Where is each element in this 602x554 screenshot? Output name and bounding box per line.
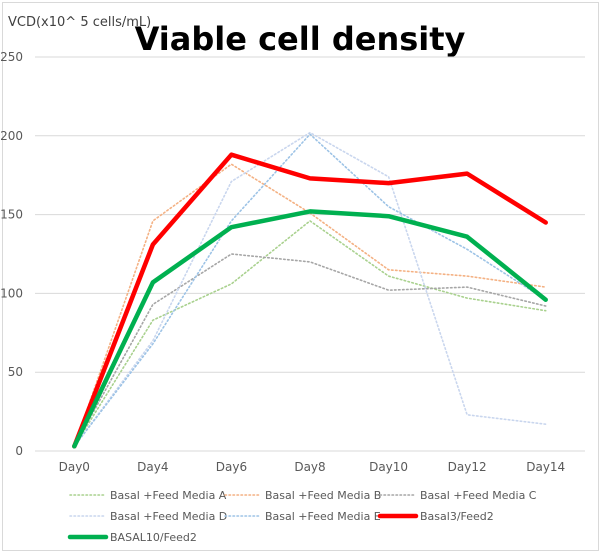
- series-line-7: [72, 209, 548, 449]
- legend-label: Basal +Feed Media A: [110, 489, 227, 502]
- x-tick-label: Day0: [59, 460, 90, 474]
- x-tick-label: Day6: [216, 460, 247, 474]
- series-line-5: [73, 133, 547, 448]
- series-line-4: [73, 131, 547, 448]
- legend-label: Basal +Feed Media E: [265, 510, 381, 523]
- legend: Basal +Feed Media A Basal +Feed Media B Ba…: [67, 489, 537, 544]
- x-tick-label: Day8: [294, 460, 325, 474]
- y-tick-label: 0: [15, 444, 23, 458]
- y-tick-label: 200: [0, 129, 23, 143]
- gridlines: [35, 56, 585, 452]
- series-lines: [72, 131, 548, 449]
- series-line-6: [72, 152, 548, 449]
- y-tick-labels: 0 50 100 150 200 250: [0, 50, 23, 458]
- x-tick-label: Day12: [448, 460, 487, 474]
- chart-title: Viable cell density: [135, 20, 466, 58]
- series-line-3: [73, 253, 547, 448]
- legend-label: Basal +Feed Media D: [110, 510, 227, 523]
- series-line-1: [73, 220, 547, 448]
- legend-label: Basal +Feed Media B: [265, 489, 381, 502]
- series-line-2: [73, 163, 547, 448]
- x-tick-labels: Day0 Day4 Day6 Day8 Day10 Day12 Day14: [59, 460, 566, 474]
- legend-label: Basal3/Feed2: [420, 510, 494, 523]
- y-tick-label: 50: [8, 365, 23, 379]
- y-tick-label: 250: [0, 50, 23, 64]
- x-tick-label: Day14: [526, 460, 565, 474]
- y-axis-label: VCD(x10^ 5 cells/mL): [8, 15, 151, 30]
- y-tick-label: 100: [0, 286, 23, 300]
- legend-label: Basal +Feed Media C: [420, 489, 537, 502]
- legend-label: BASAL10/Feed2: [110, 531, 197, 544]
- x-tick-label: Day4: [137, 460, 168, 474]
- x-tick-label: Day10: [369, 460, 408, 474]
- y-tick-label: 150: [0, 208, 23, 222]
